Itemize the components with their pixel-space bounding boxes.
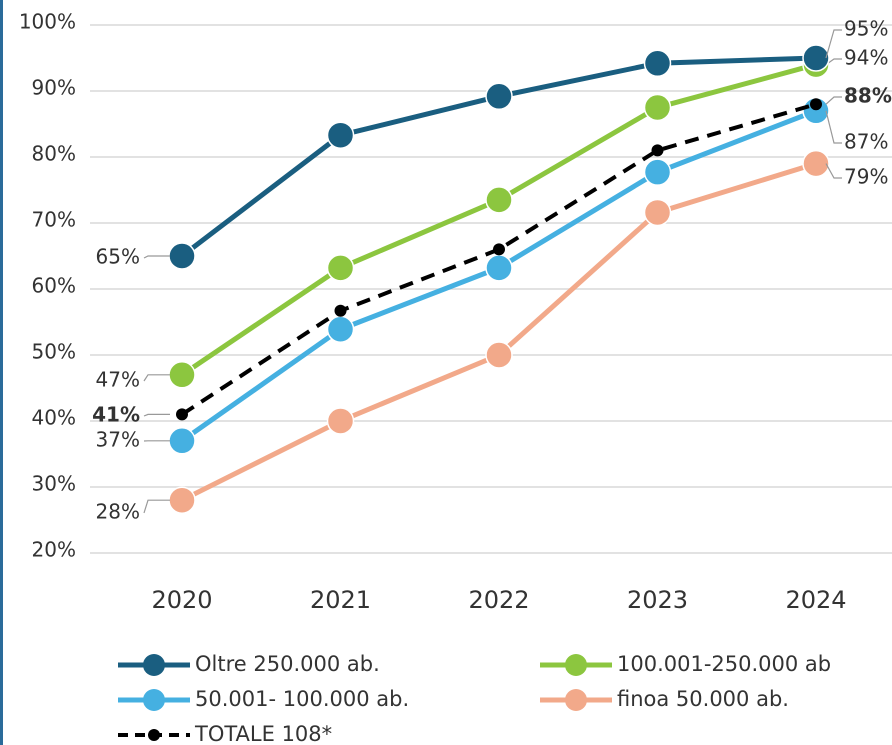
marker [334,304,347,317]
legend-marker [143,689,165,711]
data-label: 41% [92,403,140,427]
marker [643,93,672,122]
marker [168,242,196,270]
data-label: 28% [96,500,140,524]
y-tick-label: 90% [32,76,76,100]
legend-marker [143,654,165,676]
marker [802,149,830,178]
y-tick-label: 60% [32,274,76,298]
y-tick-label: 80% [32,142,76,166]
data-label: 88% [844,84,892,108]
x-tick-label: 2023 [627,586,688,614]
marker [326,407,355,435]
series-line [180,102,817,417]
marker [485,186,513,214]
marker [485,82,513,111]
leader-line [825,110,842,144]
data-label: 65% [96,245,140,269]
x-tick-label: 2024 [785,586,846,614]
marker [802,97,830,125]
x-tick-label: 2020 [151,586,212,614]
y-tick-label: 100% [19,10,76,34]
left-border [0,0,3,745]
marker [643,158,672,186]
y-tick-label: 70% [32,208,76,232]
data-label: 95% [844,17,888,41]
marker [326,121,355,149]
marker [651,144,664,157]
data-label: 47% [96,368,140,392]
y-tick-label: 30% [32,472,76,496]
y-tick-label: 20% [32,538,76,562]
legend-label: 100.001-250.000 ab [617,652,831,676]
marker [326,315,355,344]
leader-line [143,413,170,417]
marker [168,427,196,455]
data-label: 79% [844,165,888,189]
leader-line [825,29,842,59]
legend-label: TOTALE 108* [194,722,332,745]
leader-line [825,96,842,105]
marker [643,49,672,78]
leader-line [143,374,170,382]
marker [493,243,505,256]
series-line [180,161,817,503]
legend-label: finoa 50.000 ab. [617,687,789,711]
marker [326,254,355,282]
leader-line [143,255,170,259]
marker [802,44,830,72]
marker [168,361,196,389]
series-line [180,62,817,377]
marker [168,486,196,514]
marker [485,254,513,282]
marker [643,198,672,227]
legend-label: Oltre 250.000 ab. [195,652,380,676]
marker [810,98,822,111]
legend-marker [565,689,587,711]
x-tick-label: 2021 [310,586,371,614]
data-label: 87% [844,130,888,154]
y-tick-label: 40% [32,406,76,430]
legend-marker [565,654,587,676]
leader-line [143,499,170,514]
marker [176,408,188,421]
data-label: 37% [96,428,140,452]
data-label: 94% [844,46,888,70]
marker [485,341,513,369]
y-tick-label: 50% [32,340,76,364]
legend-marker [148,729,160,741]
leader-line [825,163,842,179]
legend-label: 50.001- 100.000 ab. [195,687,409,711]
x-tick-label: 2022 [468,586,529,614]
